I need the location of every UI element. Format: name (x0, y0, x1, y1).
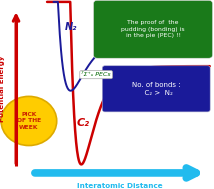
Text: C₂: C₂ (77, 118, 90, 128)
FancyBboxPatch shape (102, 66, 210, 112)
Text: The proof of  the
pudding (bonding) is
in the pie (PEC) !!: The proof of the pudding (bonding) is in… (121, 20, 185, 38)
Text: Interatomic Distance: Interatomic Distance (77, 183, 163, 189)
Text: PICK
OF THE
WEEK: PICK OF THE WEEK (17, 112, 41, 130)
Text: ⁷Σ⁺ᵤ PECs: ⁷Σ⁺ᵤ PECs (81, 72, 111, 77)
Text: Potential Energy: Potential Energy (0, 56, 5, 122)
FancyBboxPatch shape (94, 0, 213, 58)
Text: No. of bonds :
  C₂ >  N₂: No. of bonds : C₂ > N₂ (132, 82, 181, 96)
Text: N₂: N₂ (65, 22, 78, 32)
Circle shape (1, 96, 57, 146)
